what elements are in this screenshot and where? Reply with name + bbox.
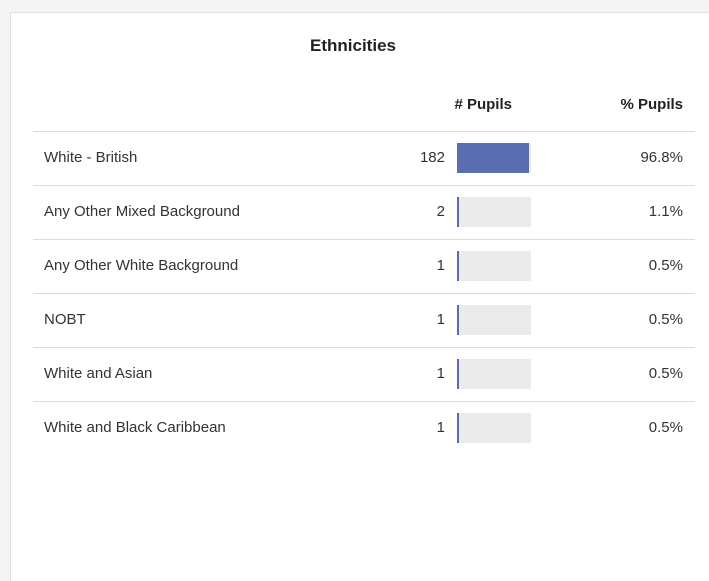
- separator: [33, 185, 695, 186]
- pupil-count: 1: [436, 365, 445, 382]
- bar: [457, 197, 459, 227]
- pupil-count: 2: [436, 203, 445, 220]
- row-label: NOBT: [44, 311, 86, 328]
- bar-track: [457, 197, 531, 227]
- bar-track: [457, 359, 531, 389]
- pupil-percent: 1.1%: [648, 203, 683, 220]
- pupil-percent: 0.5%: [648, 257, 683, 274]
- column-header: % Pupils: [620, 96, 683, 113]
- bar: [457, 305, 459, 335]
- bar: [457, 251, 459, 281]
- row-label: White - British: [44, 149, 138, 166]
- pupil-percent: 0.5%: [648, 419, 683, 436]
- row-label: Any Other White Background: [44, 257, 239, 274]
- bar: [457, 359, 459, 389]
- bar: [457, 413, 459, 443]
- separator: [33, 401, 695, 402]
- bar-track: [457, 413, 531, 443]
- column-header: # Pupils: [454, 96, 512, 113]
- title: Ethnicities: [310, 36, 396, 55]
- separator: [33, 131, 695, 132]
- row-label: Any Other Mixed Background: [44, 203, 240, 220]
- pupil-percent: 0.5%: [648, 311, 683, 328]
- bar: [457, 143, 529, 173]
- bar-track: [457, 251, 531, 281]
- row-label: White and Black Caribbean: [44, 419, 226, 436]
- pupil-count: 182: [419, 149, 445, 166]
- separator: [33, 239, 695, 240]
- row-label: White and Asian: [44, 365, 153, 382]
- separator: [33, 347, 695, 348]
- pupil-count: 1: [436, 257, 445, 274]
- card: [10, 12, 709, 581]
- separator: [33, 293, 695, 294]
- pupil-percent: 0.5%: [648, 365, 683, 382]
- pupil-percent: 96.8%: [640, 149, 683, 166]
- bar-track: [457, 305, 531, 335]
- pupil-count: 1: [436, 419, 445, 436]
- pupil-count: 1: [436, 311, 445, 328]
